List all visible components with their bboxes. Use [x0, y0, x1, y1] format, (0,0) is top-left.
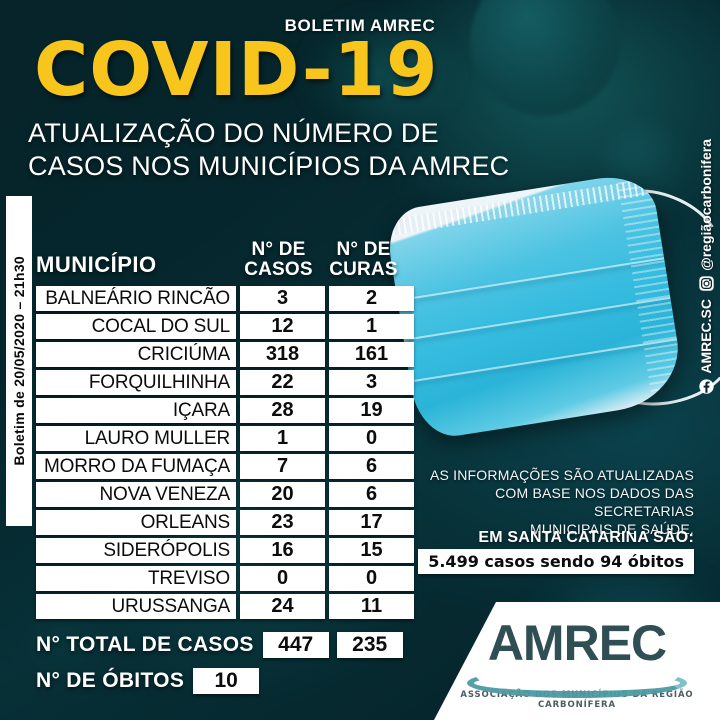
total-cures-value: 235	[336, 632, 403, 658]
cell-casos: 20	[240, 482, 325, 507]
table-row: ORLEANS 23 17	[36, 510, 416, 535]
cell-casos: 22	[240, 370, 325, 395]
cell-curas: 3	[329, 370, 414, 395]
cell-municipio: COCAL DO SUL	[36, 314, 236, 339]
cell-casos: 12	[240, 314, 325, 339]
mask-body	[383, 170, 687, 442]
cell-casos: 7	[240, 454, 325, 479]
note-line-2: COM BASE NOS DADOS DAS SECRETARIAS	[495, 485, 694, 519]
table-row: SIDERÓPOLIS 16 15	[36, 538, 416, 563]
facebook-handle-label: AMREC.SC	[698, 299, 714, 374]
column-header-municipio: MUNICÍPIO	[36, 252, 157, 277]
cell-casos: 1	[240, 426, 325, 451]
table-row: CRICIÚMA 318 161	[36, 342, 416, 367]
table-row: FORQUILHINHA 22 3	[36, 370, 416, 395]
cell-municipio: MORRO DA FUMAÇA	[36, 454, 236, 479]
bulletin-date-text: Boletim de 20/05/2020 – 21h30	[11, 256, 27, 466]
cell-curas: 11	[329, 594, 414, 619]
subtitle-line-2: CASOS NOS MUNICÍPIOS DA AMREC	[28, 151, 510, 181]
cell-curas: 2	[329, 286, 414, 311]
instagram-handle[interactable]: @regiãocarbonifera	[698, 139, 714, 292]
subtitle-line-1: ATUALIZAÇÃO DO NÚMERO DE	[28, 118, 439, 148]
table-row: TREVISO 0 0	[36, 566, 416, 591]
cell-casos: 23	[240, 510, 325, 535]
amrec-logo-wordmark: AMREC	[487, 615, 667, 671]
column-header-casos-line1: N° DE	[251, 239, 306, 260]
totals-section: N° TOTAL DE CASOS 447 235 N° DE ÓBITOS 1…	[36, 630, 436, 702]
cell-casos: 3	[240, 286, 325, 311]
mask-stitched-edge	[616, 170, 687, 405]
state-totals-label: EM SANTA CATARINA SÃO:	[478, 529, 694, 546]
total-cases-label: N° TOTAL DE CASOS	[36, 633, 254, 656]
data-source-note: AS INFORMAÇÕES SÃO ATUALIZADAS COM BASE …	[394, 466, 694, 538]
cell-curas: 0	[329, 566, 414, 591]
table-row: URUSSANGA 24 11	[36, 594, 416, 619]
cell-municipio: URUSSANGA	[36, 594, 236, 619]
virus-particle-icon	[600, 120, 690, 210]
table-row: COCAL DO SUL 12 1	[36, 314, 416, 339]
cell-municipio: FORQUILHINHA	[36, 370, 236, 395]
mask-pleat	[403, 296, 671, 341]
total-deaths-label: N° DE ÓBITOS	[36, 669, 185, 692]
cell-curas: 19	[329, 398, 414, 423]
column-header-curas: N° DE CURAS	[321, 240, 406, 280]
page-subtitle: ATUALIZAÇÃO DO NÚMERO DE CASOS NOS MUNIC…	[28, 117, 588, 183]
cell-curas: 0	[329, 426, 414, 451]
instagram-handle-label: @regiãocarbonifera	[698, 139, 714, 272]
amrec-logo-swoosh-icon	[467, 668, 687, 698]
column-header-curas-line1: N° DE	[336, 239, 391, 260]
table-row: BALNEÁRIO RINCÃO 3 2	[36, 286, 416, 311]
cell-casos: 28	[240, 398, 325, 423]
total-cases-value: 447	[262, 632, 329, 658]
amrec-logo: AMREC	[434, 615, 720, 698]
cell-municipio: CRICIÚMA	[36, 342, 236, 367]
social-handles: AMREC.SC @regiãocarbonifera	[694, 84, 718, 394]
cell-municipio: IÇARA	[36, 398, 236, 423]
cell-curas: 161	[329, 342, 414, 367]
table-body: BALNEÁRIO RINCÃO 3 2 COCAL DO SUL 12 1 CRICIÚM…	[36, 286, 416, 622]
note-line-1: AS INFORMAÇÕES SÃO ATUALIZADAS	[429, 467, 694, 483]
mask-pleat	[397, 257, 665, 302]
cell-curas: 15	[329, 538, 414, 563]
background-glow	[300, 10, 460, 140]
cell-casos: 0	[240, 566, 325, 591]
table-header: MUNICÍPIO N° DE CASOS N° DE CURAS	[36, 240, 416, 280]
bulletin-date-strip: Boletim de 20/05/2020 – 21h30	[6, 196, 32, 526]
note-line-3: MUNICIPAIS DE SAÚDE.	[530, 521, 694, 537]
column-header-curas-line2: CURAS	[329, 259, 398, 280]
total-cases-row: N° TOTAL DE CASOS 447 235	[36, 630, 436, 660]
instagram-icon	[698, 276, 714, 292]
bulletin-kicker: BOLETIM AMREC	[284, 16, 436, 35]
cell-casos: 318	[240, 342, 325, 367]
mask-pleat	[410, 338, 678, 383]
column-header-casos: N° DE CASOS	[236, 240, 321, 280]
page-title: COVID-19	[34, 27, 439, 113]
cell-municipio: SIDERÓPOLIS	[36, 538, 236, 563]
cell-curas: 6	[329, 482, 414, 507]
cell-casos: 16	[240, 538, 325, 563]
surgical-mask-image	[383, 170, 720, 444]
amrec-logo-panel: AMREC ASSOCIAÇÃO DOS MUNICÍPIOS DA REGIÃ…	[434, 602, 720, 720]
facebook-handle[interactable]: AMREC.SC	[698, 299, 714, 394]
cell-municipio: TREVISO	[36, 566, 236, 591]
table-row: IÇARA 28 19	[36, 398, 416, 423]
total-deaths-row: N° DE ÓBITOS 10	[36, 666, 436, 696]
mask-nose-wire	[384, 178, 654, 237]
cell-casos: 24	[240, 594, 325, 619]
table-row: MORRO DA FUMAÇA 7 6	[36, 454, 416, 479]
cell-curas: 1	[329, 314, 414, 339]
facebook-icon	[698, 379, 714, 394]
total-deaths-value: 10	[193, 668, 260, 694]
state-totals-value: 5.499 casos sendo 94 óbitos	[418, 549, 694, 574]
table-row: LAURO MULLER 1 0	[36, 426, 416, 451]
cell-municipio: BALNEÁRIO RINCÃO	[36, 286, 236, 311]
cell-curas: 6	[329, 454, 414, 479]
cell-municipio: NOVA VENEZA	[36, 482, 236, 507]
cell-curas: 17	[329, 510, 414, 535]
cell-municipio: ORLEANS	[36, 510, 236, 535]
cell-municipio: LAURO MULLER	[36, 426, 236, 451]
column-header-casos-line2: CASOS	[244, 259, 313, 280]
table-row: NOVA VENEZA 20 6	[36, 482, 416, 507]
